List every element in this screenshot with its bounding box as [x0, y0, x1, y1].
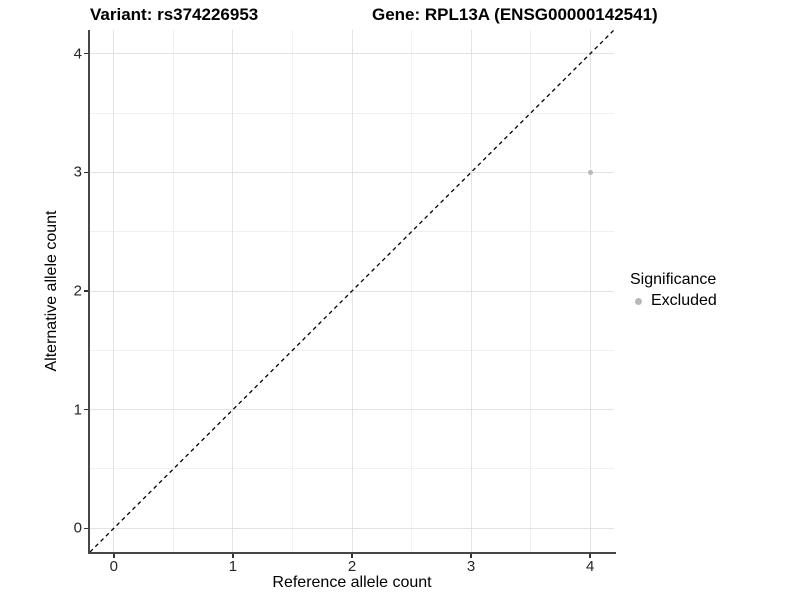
y-tick-label: 1 — [73, 401, 82, 419]
x-tick-mark — [589, 554, 591, 558]
x-tick-mark — [232, 554, 234, 558]
legend-key-dot-icon — [635, 297, 642, 305]
x-tick-mark — [351, 554, 353, 558]
y-tick-mark — [84, 290, 88, 292]
y-axis-line — [88, 30, 90, 554]
gene-title: Gene: RPL13A (ENSG00000142541) — [372, 5, 658, 24]
major-gridline-y — [90, 527, 614, 529]
y-tick-label: 0 — [73, 519, 82, 537]
y-tick-label: 4 — [73, 45, 82, 63]
identity-line-segment — [90, 30, 614, 552]
legend-item: Excluded — [630, 292, 717, 310]
y-tick-mark — [84, 52, 88, 55]
major-gridline-y — [90, 171, 614, 173]
y-tick-mark — [84, 527, 88, 530]
x-axis-title: Reference allele count — [272, 574, 432, 591]
y-tick-mark — [84, 408, 88, 411]
x-tick-label: 2 — [347, 558, 357, 575]
y-axis-title: Alternative allele count — [43, 210, 60, 372]
y-tick-label: 3 — [73, 163, 82, 181]
legend-items: Excluded — [630, 292, 717, 310]
x-tick-label: 4 — [586, 558, 595, 575]
y-tick-label: 2 — [73, 282, 82, 300]
x-tick-label: 3 — [466, 558, 476, 575]
major-gridline-y — [90, 409, 614, 411]
legend-item-label: Excluded — [651, 292, 717, 309]
variant-title: Variant: rs374226953 — [90, 5, 259, 24]
y-tick-mark — [84, 171, 88, 174]
x-tick-mark — [113, 554, 115, 558]
legend-title: Significance — [630, 271, 717, 288]
x-axis-line — [88, 552, 616, 554]
major-gridline-y — [90, 53, 614, 55]
x-tick-mark — [470, 554, 472, 558]
x-tick-label: 0 — [109, 558, 118, 575]
identity-dashed-line — [90, 30, 614, 552]
legend: Significance Excluded — [630, 271, 717, 310]
data-point — [587, 169, 593, 175]
x-tick-label: 1 — [228, 558, 238, 575]
plot-panel — [90, 30, 614, 552]
